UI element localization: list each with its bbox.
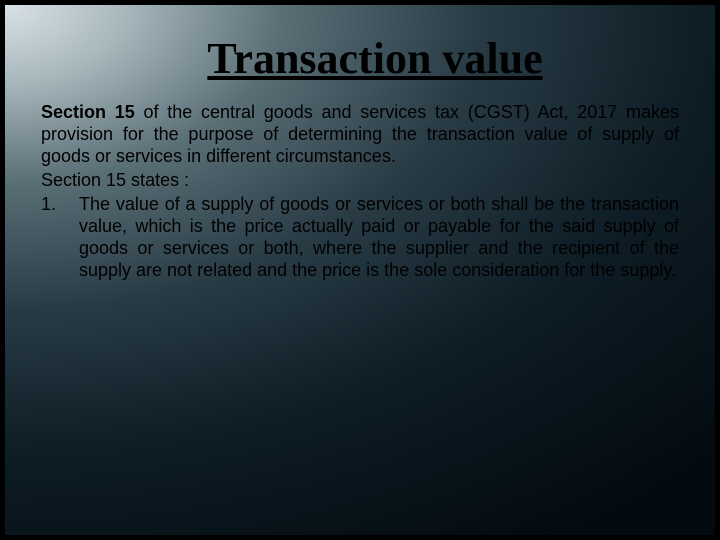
states-line: Section 15 states : <box>41 170 679 192</box>
intro-lead: Section 15 <box>41 102 135 122</box>
list-text: The value of a supply of goods or servic… <box>79 194 679 282</box>
intro-rest: of the central goods and services tax (C… <box>41 102 679 166</box>
intro-paragraph: Section 15 of the central goods and serv… <box>41 102 679 168</box>
slide-title: Transaction value <box>41 33 679 84</box>
list-number: 1. <box>41 194 79 216</box>
slide-body: Section 15 of the central goods and serv… <box>41 102 679 282</box>
list-item: 1. The value of a supply of goods or ser… <box>41 194 679 282</box>
numbered-list: 1. The value of a supply of goods or ser… <box>41 194 679 282</box>
slide: Transaction value Section 15 of the cent… <box>0 0 720 540</box>
